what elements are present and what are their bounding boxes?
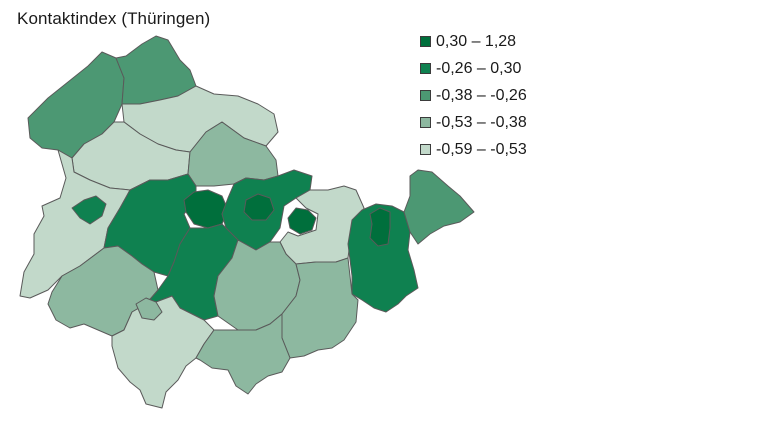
legend-swatch <box>420 144 431 155</box>
legend-label: 0,30 – 1,28 <box>436 32 517 50</box>
legend-swatch <box>420 117 431 128</box>
legend-label: -0,38 – -0,26 <box>436 86 527 104</box>
legend-label: -0,26 – 0,30 <box>436 59 522 77</box>
legend-label: -0,59 – -0,53 <box>436 140 527 158</box>
region-west-exklave <box>71 195 107 225</box>
region-nordwest <box>27 51 125 159</box>
region-suedost-mitte <box>281 257 359 359</box>
region-west <box>19 149 131 299</box>
region-mitte-ost-inner <box>243 193 275 221</box>
region-ost-inner <box>369 207 391 247</box>
region-ost <box>347 203 419 313</box>
legend: 0,30 – 1,28 -0,26 – 0,30 -0,38 – -0,26 -… <box>420 28 527 163</box>
region-sued <box>111 295 215 409</box>
legend-swatch <box>420 90 431 101</box>
legend-item-class-1: -0,26 – 0,30 <box>420 55 527 82</box>
region-ost-klein <box>287 207 317 235</box>
legend-item-class-2: -0,38 – -0,26 <box>420 82 527 109</box>
region-suedost <box>195 313 291 395</box>
region-sued-klein <box>135 297 163 321</box>
legend-swatch <box>420 36 431 47</box>
region-mitte-zentral <box>183 189 229 229</box>
map-title: Kontaktindex (Thüringen) <box>17 9 211 28</box>
legend-item-class-4: -0,59 – -0,53 <box>420 136 527 163</box>
legend-swatch <box>420 63 431 74</box>
legend-item-class-3: -0,53 – -0,38 <box>420 109 527 136</box>
legend-item-class-0: 0,30 – 1,28 <box>420 28 527 55</box>
region-nordost <box>403 169 475 245</box>
legend-label: -0,53 – -0,38 <box>436 113 527 131</box>
